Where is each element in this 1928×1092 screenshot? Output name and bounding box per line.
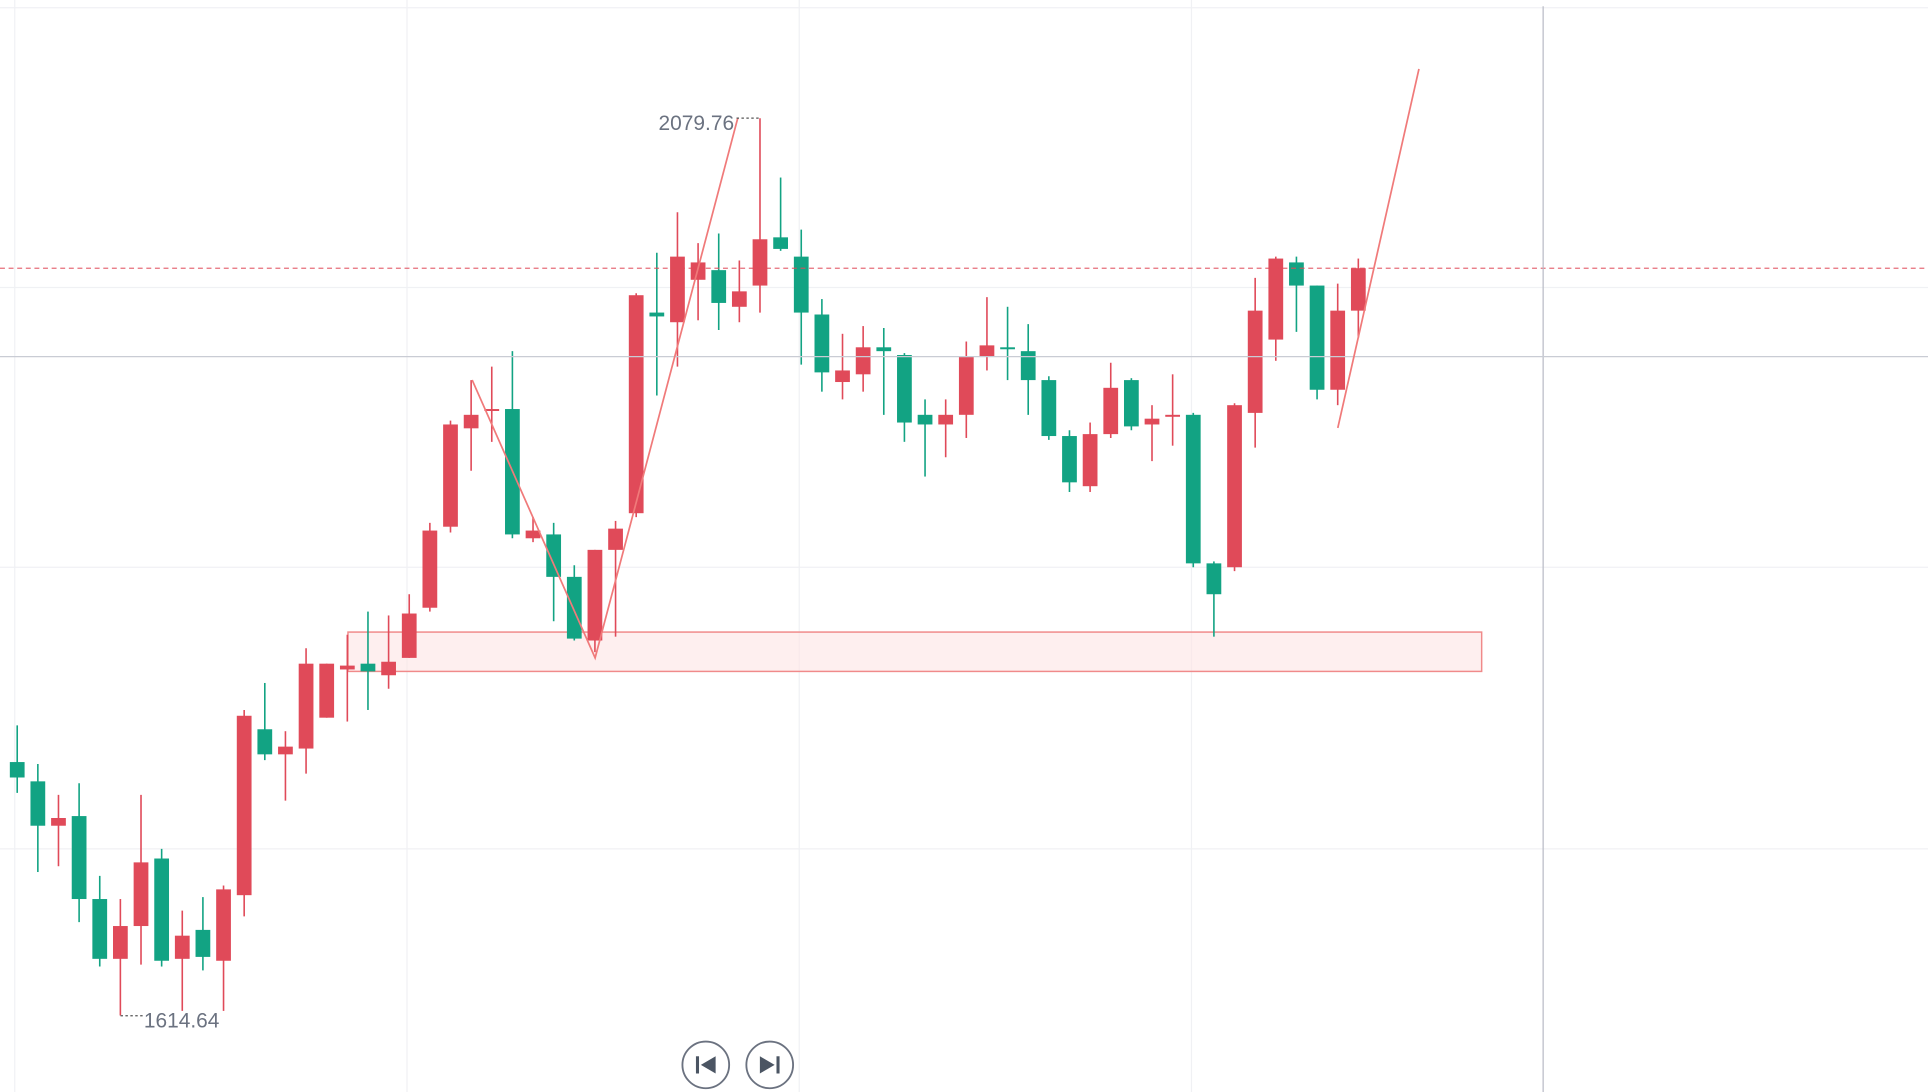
candle-body xyxy=(793,256,809,313)
candle-body xyxy=(92,899,108,959)
candle-body xyxy=(835,370,850,383)
candle-body xyxy=(71,816,87,900)
candle-body xyxy=(587,549,603,641)
candle-body xyxy=(1082,434,1098,487)
candle-body xyxy=(1144,418,1160,425)
zigzag-line xyxy=(471,117,739,661)
candle-body xyxy=(30,781,46,826)
candle-body xyxy=(257,729,273,755)
candle-body xyxy=(298,663,314,749)
candle-body xyxy=(319,663,335,718)
candle-body xyxy=(422,530,438,608)
candle-body xyxy=(1103,387,1119,435)
zigzag-line xyxy=(1336,68,1420,429)
candle-body xyxy=(112,926,128,959)
candle-body xyxy=(1289,262,1304,286)
candle-body xyxy=(195,929,211,957)
candle-body xyxy=(876,347,892,352)
candle-body xyxy=(546,534,562,577)
candle-body xyxy=(1350,268,1366,311)
candle-body xyxy=(1309,285,1325,390)
candle-body xyxy=(381,661,396,676)
candles xyxy=(0,118,1928,1016)
candle-body xyxy=(752,239,768,286)
candle-body xyxy=(1165,414,1181,417)
candle-body xyxy=(1041,380,1057,437)
candle-body xyxy=(938,414,954,425)
candle-body xyxy=(1123,380,1139,427)
candle-body xyxy=(1268,258,1284,340)
candle-body xyxy=(484,409,500,412)
candle-body xyxy=(670,256,685,323)
candle-body xyxy=(731,291,747,307)
candle-body xyxy=(773,237,788,249)
candle-body xyxy=(628,295,644,514)
candle-body xyxy=(525,530,541,539)
candle-body xyxy=(814,314,830,373)
candle-body xyxy=(958,356,974,415)
candle-body xyxy=(133,862,149,927)
candle-body xyxy=(360,663,376,672)
candle-body xyxy=(236,715,252,896)
candle-body xyxy=(9,762,25,778)
candle-body xyxy=(278,746,293,755)
candle-body xyxy=(154,858,170,961)
candle-body xyxy=(1330,310,1346,390)
candle-body xyxy=(1062,436,1077,483)
support-zone xyxy=(347,631,1483,673)
candle-body xyxy=(1227,405,1242,568)
icon xyxy=(695,1056,700,1074)
candle-body xyxy=(711,270,727,303)
low-label: 1614.64 xyxy=(144,1009,220,1032)
next-button[interactable] xyxy=(745,1040,795,1090)
high-label: 2079.76 xyxy=(659,112,735,135)
candle-body xyxy=(463,414,479,429)
candle-body xyxy=(1000,347,1015,350)
icon xyxy=(759,1056,775,1074)
candle-body xyxy=(855,347,871,375)
candle-body xyxy=(1247,310,1263,413)
candle-body xyxy=(979,345,995,357)
candle-body xyxy=(339,665,355,670)
candle-body xyxy=(608,528,623,550)
candle-body xyxy=(401,613,417,658)
candle-body xyxy=(1206,563,1222,595)
candle-body xyxy=(216,889,231,961)
prev-button[interactable] xyxy=(681,1040,731,1090)
candle-body xyxy=(649,312,665,317)
icon xyxy=(700,1056,716,1074)
candle-body xyxy=(1020,351,1036,381)
candle-body xyxy=(174,935,190,959)
candle-body xyxy=(1185,414,1201,564)
candle-body xyxy=(443,424,458,527)
candle-body xyxy=(51,818,66,826)
candle-body xyxy=(897,355,912,423)
icon xyxy=(776,1056,780,1074)
candle-body xyxy=(917,414,933,425)
candle-body xyxy=(566,576,582,639)
